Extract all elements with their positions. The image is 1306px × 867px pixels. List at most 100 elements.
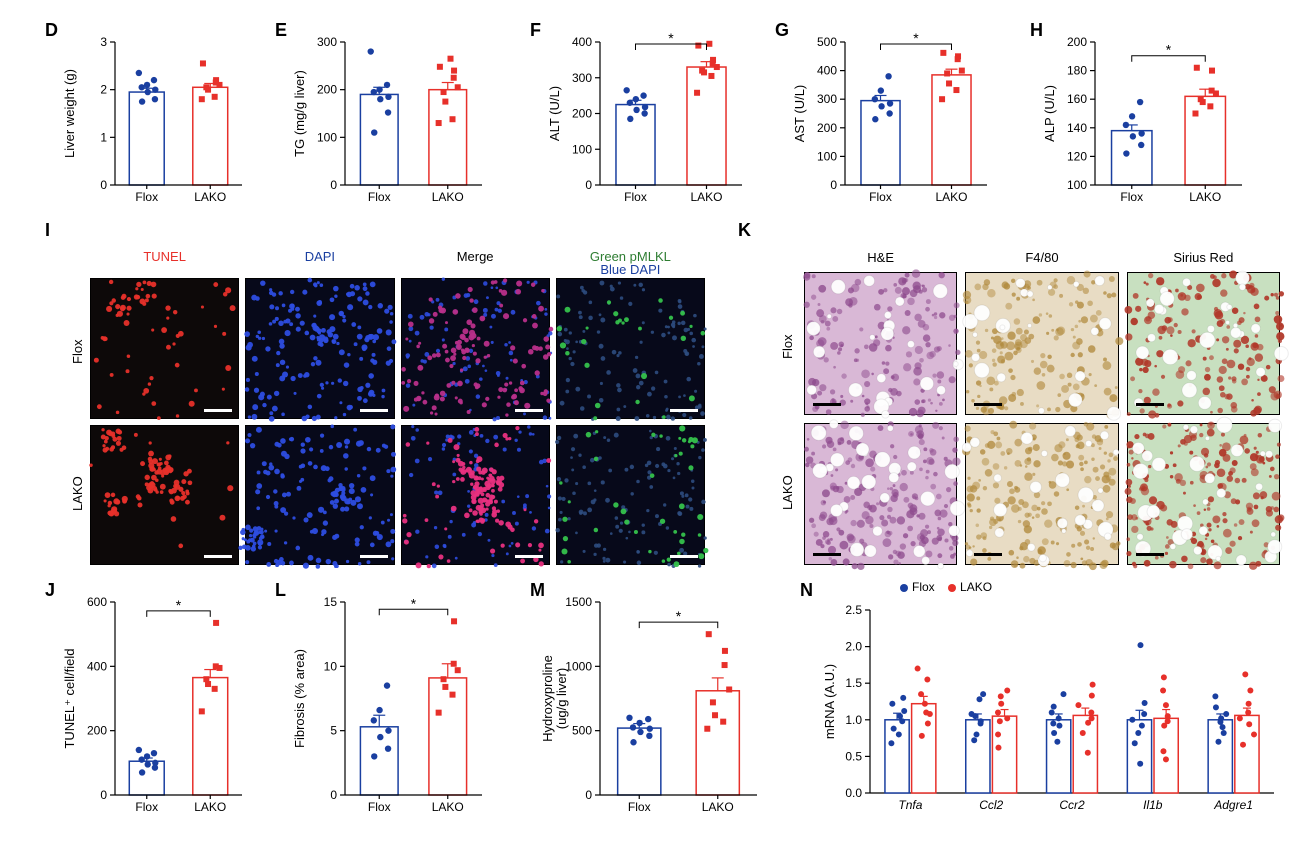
svg-text:120: 120 bbox=[1067, 149, 1087, 163]
micro-I-row-label: Flox bbox=[70, 340, 85, 365]
panel-label-N: N bbox=[800, 580, 813, 601]
chart-H: 100120140160180200ALP (U/L)FloxLAKO* bbox=[1040, 30, 1250, 215]
chart-E: 0100200300TG (mg/g liver)FloxLAKO bbox=[290, 30, 490, 215]
svg-text:100: 100 bbox=[572, 142, 592, 156]
svg-text:200: 200 bbox=[572, 107, 592, 121]
micro-I-col-label: TUNEL bbox=[90, 250, 239, 263]
micro-I-image bbox=[245, 425, 394, 566]
svg-text:1500: 1500 bbox=[565, 595, 592, 609]
svg-text:200: 200 bbox=[1067, 35, 1087, 49]
svg-text:Hydroxyproline(ug/g liver): Hydroxyproline(ug/g liver) bbox=[540, 655, 569, 742]
svg-text:*: * bbox=[1166, 42, 1172, 58]
micro-K-col-label: F4/80 bbox=[965, 250, 1118, 265]
svg-text:AST (U/L): AST (U/L) bbox=[792, 85, 807, 143]
svg-text:100: 100 bbox=[817, 149, 837, 163]
svg-text:*: * bbox=[411, 595, 417, 611]
svg-text:Ccl2: Ccl2 bbox=[979, 798, 1003, 812]
panel-label-E: E bbox=[275, 20, 287, 41]
micro-K-image bbox=[804, 423, 957, 566]
panel-label-F: F bbox=[530, 20, 541, 41]
micro-I-image bbox=[90, 278, 239, 419]
panel-label-J: J bbox=[45, 580, 55, 601]
svg-text:0: 0 bbox=[100, 788, 107, 802]
svg-text:LAKO: LAKO bbox=[1189, 190, 1221, 204]
svg-text:400: 400 bbox=[817, 64, 837, 78]
svg-text:ALP (U/L): ALP (U/L) bbox=[1042, 85, 1057, 142]
svg-text:LAKO: LAKO bbox=[194, 190, 226, 204]
micro-panel-K: H&EF4/80Sirius RedFloxLAKO bbox=[780, 250, 1280, 565]
svg-text:*: * bbox=[668, 30, 674, 46]
micro-I-col-label: DAPI bbox=[245, 250, 394, 263]
svg-text:180: 180 bbox=[1067, 64, 1087, 78]
micro-I-image bbox=[90, 425, 239, 566]
chart-L: 051015Fibrosis (% area)FloxLAKO* bbox=[290, 590, 490, 825]
micro-K-image bbox=[965, 423, 1118, 566]
svg-text:2: 2 bbox=[100, 83, 107, 97]
svg-text:LAKO: LAKO bbox=[432, 800, 464, 814]
svg-text:160: 160 bbox=[1067, 92, 1087, 106]
svg-text:*: * bbox=[176, 597, 182, 613]
svg-text:100: 100 bbox=[1067, 178, 1087, 192]
svg-text:LAKO: LAKO bbox=[702, 800, 734, 814]
svg-text:200: 200 bbox=[817, 121, 837, 135]
svg-text:Tnfa: Tnfa bbox=[898, 798, 922, 812]
svg-text:200: 200 bbox=[317, 83, 337, 97]
svg-text:Flox: Flox bbox=[1120, 190, 1143, 204]
micro-K-image bbox=[965, 272, 1118, 415]
panel-label-G: G bbox=[775, 20, 789, 41]
panel-label-D: D bbox=[45, 20, 58, 41]
chart-F: 0100200300400ALT (U/L)FloxLAKO* bbox=[545, 30, 750, 215]
svg-text:0: 0 bbox=[830, 178, 837, 192]
svg-text:5: 5 bbox=[330, 724, 337, 738]
panel-label-K: K bbox=[738, 220, 751, 241]
panel-label-M: M bbox=[530, 580, 545, 601]
svg-text:0: 0 bbox=[585, 788, 592, 802]
micro-I-image bbox=[556, 278, 705, 419]
svg-text:LAKO: LAKO bbox=[194, 800, 226, 814]
legend-item-flox: Flox bbox=[900, 580, 935, 594]
svg-text:1.5: 1.5 bbox=[845, 676, 862, 690]
micro-panel-I: TUNELDAPIMergeGreen pMLKLBlue DAPIFloxLA… bbox=[70, 250, 705, 565]
chart-M: 050010001500Hydroxyproline(ug/g liver)Fl… bbox=[545, 590, 765, 825]
svg-text:1000: 1000 bbox=[565, 659, 592, 673]
svg-text:1.0: 1.0 bbox=[845, 713, 862, 727]
svg-text:300: 300 bbox=[572, 71, 592, 85]
micro-I-col-label: Merge bbox=[401, 250, 550, 263]
svg-text:TG (mg/g liver): TG (mg/g liver) bbox=[292, 70, 307, 157]
svg-text:Adgre1: Adgre1 bbox=[1213, 798, 1253, 812]
svg-text:400: 400 bbox=[87, 659, 107, 673]
micro-K-col-label: H&E bbox=[804, 250, 957, 265]
svg-text:500: 500 bbox=[572, 724, 592, 738]
figure-root: D E F G H I K J L M N 0123Liver weight (… bbox=[20, 20, 1286, 847]
svg-text:Il1b: Il1b bbox=[1143, 798, 1163, 812]
svg-text:Flox: Flox bbox=[869, 190, 892, 204]
svg-text:Liver weight (g): Liver weight (g) bbox=[62, 69, 77, 158]
svg-text:400: 400 bbox=[572, 35, 592, 49]
chart-G: 0100200300400500AST (U/L)FloxLAKO* bbox=[790, 30, 995, 215]
chart-J: 0200400600TUNEL⁺ cell/fieldFloxLAKO* bbox=[60, 590, 250, 825]
micro-I-image bbox=[556, 425, 705, 566]
svg-text:Ccr2: Ccr2 bbox=[1059, 798, 1085, 812]
chart-N: 0.00.51.01.52.02.5mRNA (A.U.)TnfaCcl2Ccr… bbox=[820, 590, 1280, 825]
legend-N: Flox LAKO bbox=[900, 580, 992, 594]
svg-text:Flox: Flox bbox=[624, 190, 647, 204]
svg-text:0: 0 bbox=[100, 178, 107, 192]
svg-text:10: 10 bbox=[324, 659, 338, 673]
svg-text:ALT (U/L): ALT (U/L) bbox=[547, 86, 562, 141]
micro-I-image bbox=[401, 278, 550, 419]
svg-text:200: 200 bbox=[87, 724, 107, 738]
svg-text:TUNEL⁺ cell/field: TUNEL⁺ cell/field bbox=[62, 648, 77, 748]
svg-text:500: 500 bbox=[817, 35, 837, 49]
svg-text:1: 1 bbox=[100, 130, 107, 144]
micro-I-image bbox=[401, 425, 550, 566]
svg-text:2.0: 2.0 bbox=[845, 640, 862, 654]
micro-K-image bbox=[804, 272, 957, 415]
svg-text:LAKO: LAKO bbox=[935, 190, 967, 204]
micro-K-image bbox=[1127, 272, 1280, 415]
panel-label-I: I bbox=[45, 220, 50, 241]
micro-K-row-label: Flox bbox=[780, 335, 795, 360]
svg-text:3: 3 bbox=[100, 35, 107, 49]
svg-text:15: 15 bbox=[324, 595, 338, 609]
micro-I-col-label: Green pMLKLBlue DAPI bbox=[556, 250, 705, 276]
svg-text:100: 100 bbox=[317, 130, 337, 144]
